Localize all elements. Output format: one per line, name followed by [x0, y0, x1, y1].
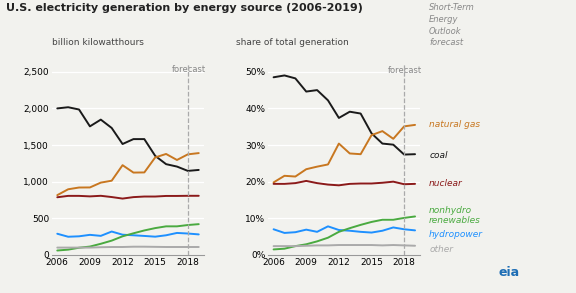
Text: Short-Term
Energy
Outlook
forecast: Short-Term Energy Outlook forecast [429, 3, 475, 47]
Text: hydropower: hydropower [429, 230, 483, 239]
Text: forecast: forecast [388, 66, 422, 75]
Text: other: other [429, 245, 453, 254]
Text: share of total generation: share of total generation [236, 38, 349, 47]
Text: nuclear: nuclear [429, 179, 463, 188]
Text: nonhydro
renewables: nonhydro renewables [429, 206, 481, 225]
Text: natural gas: natural gas [429, 120, 480, 129]
Text: U.S. electricity generation by energy source (2006-2019): U.S. electricity generation by energy so… [6, 3, 363, 13]
Text: coal: coal [429, 151, 448, 160]
Text: eia: eia [498, 266, 520, 279]
Text: forecast: forecast [172, 65, 206, 74]
Text: billion kilowatthours: billion kilowatthours [52, 38, 144, 47]
